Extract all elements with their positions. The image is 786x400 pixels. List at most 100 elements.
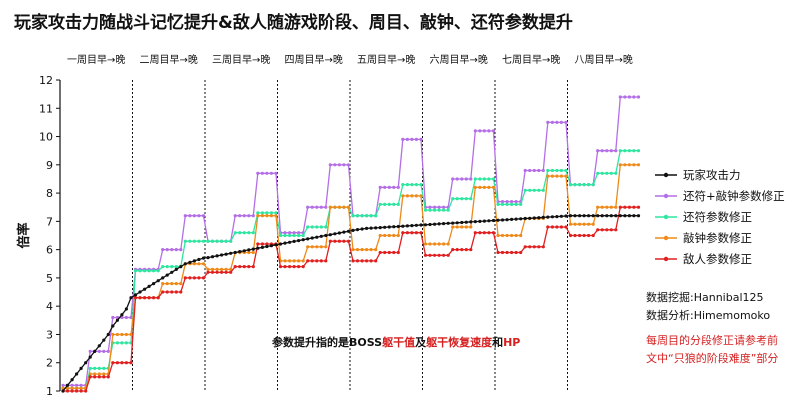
data-point-player xyxy=(573,214,577,218)
data-point-charm xyxy=(546,168,550,173)
data-point-enemy xyxy=(582,233,586,238)
data-point-charm xyxy=(192,239,196,243)
legend-label-player: 玩家攻击力 xyxy=(683,167,741,182)
data-point-bell xyxy=(120,332,124,337)
data-point-bell xyxy=(478,185,482,189)
data-point-charm-bell xyxy=(197,214,201,218)
data-point-player xyxy=(469,220,473,224)
data-point-enemy xyxy=(315,259,319,263)
data-point-charm-bell xyxy=(636,95,641,99)
data-point-player xyxy=(405,224,409,228)
data-point-charm-bell xyxy=(242,214,246,218)
data-point-charm-bell xyxy=(455,177,459,181)
data-point-player xyxy=(464,220,468,224)
data-point-charm xyxy=(260,211,264,215)
data-point-charm xyxy=(288,233,292,238)
data-point-bell xyxy=(328,205,332,209)
data-point-bell xyxy=(564,174,568,178)
data-point-player xyxy=(591,214,595,218)
data-point-player xyxy=(369,226,373,230)
data-point-charm xyxy=(324,225,328,229)
annotation-note: 参数提升指的是BOSS躯干值及躯干恢复速度和HP xyxy=(272,334,520,350)
legend-marker-bell xyxy=(655,235,677,240)
data-point-enemy xyxy=(220,270,224,274)
legend-marker-player xyxy=(655,172,677,177)
data-point-player xyxy=(392,225,396,229)
data-point-player xyxy=(97,344,101,348)
data-point-bell xyxy=(446,242,450,246)
data-point-charm xyxy=(138,269,142,273)
data-point-enemy xyxy=(578,233,582,238)
data-point-player xyxy=(491,218,496,223)
data-point-bell xyxy=(324,245,328,249)
data-point-enemy xyxy=(564,225,568,229)
data-point-enemy xyxy=(360,259,364,263)
data-point-enemy xyxy=(256,242,260,246)
data-point-charm xyxy=(206,239,210,243)
data-point-charm-bell xyxy=(238,214,242,218)
remark-note: 每周目的分段修正请参考前文中“只狼的阶段难度”部分 xyxy=(646,334,779,365)
data-point-enemy xyxy=(455,248,459,252)
data-point-charm xyxy=(405,183,409,187)
cycle-label: 四周目早→晚 xyxy=(285,54,343,66)
y-tick-label: 1 xyxy=(46,385,53,398)
data-point-enemy xyxy=(297,265,301,269)
data-point-bell xyxy=(161,282,165,286)
data-point-bell xyxy=(396,233,400,238)
data-point-bell xyxy=(500,233,505,238)
data-point-player xyxy=(351,228,355,232)
data-point-charm xyxy=(174,265,178,269)
data-point-player xyxy=(333,232,337,236)
data-point-player xyxy=(174,267,178,271)
data-point-charm xyxy=(124,341,128,345)
data-point-charm-bell xyxy=(192,214,196,218)
data-point-player xyxy=(224,252,228,256)
data-point-bell xyxy=(220,267,224,271)
data-point-charm xyxy=(401,183,405,187)
data-point-bell xyxy=(519,233,523,238)
data-point-enemy xyxy=(505,250,509,255)
data-point-bell xyxy=(288,259,292,263)
data-point-player xyxy=(197,257,201,262)
data-point-enemy xyxy=(600,228,604,232)
data-point-enemy xyxy=(487,231,491,235)
data-point-charm xyxy=(319,225,323,229)
data-point-charm-bell xyxy=(433,205,437,209)
data-point-charm-bell xyxy=(505,200,509,204)
data-point-enemy xyxy=(618,205,622,209)
data-point-charm xyxy=(210,239,215,243)
data-point-charm xyxy=(297,233,301,238)
note-highlight-poise: 躯干值 xyxy=(382,336,416,349)
data-point-charm-bell xyxy=(265,171,269,175)
data-point-charm xyxy=(93,366,97,370)
data-point-player xyxy=(568,214,573,218)
data-point-charm-bell xyxy=(414,137,418,141)
data-point-charm-bell xyxy=(541,168,545,173)
cycle-label: 八周目早→晚 xyxy=(575,54,633,66)
data-point-charm-bell xyxy=(392,185,396,189)
data-point-charm xyxy=(374,214,378,218)
data-point-player xyxy=(614,214,618,218)
data-point-charm-bell xyxy=(129,315,133,320)
data-point-charm-bell xyxy=(487,129,491,133)
data-point-enemy xyxy=(152,296,156,300)
data-point-charm-bell xyxy=(383,185,387,189)
data-point-charm xyxy=(627,149,632,153)
data-point-enemy xyxy=(328,239,332,243)
data-point-charm xyxy=(355,214,360,218)
data-point-bell xyxy=(360,248,364,252)
data-point-enemy xyxy=(587,233,591,238)
data-point-charm xyxy=(387,202,391,206)
data-point-player xyxy=(278,242,283,246)
legend-label-charm: 还符参数修正 xyxy=(683,209,752,224)
data-point-enemy xyxy=(383,250,387,255)
data-point-player xyxy=(233,250,237,255)
data-point-charm xyxy=(165,265,169,269)
data-point-charm-bell xyxy=(528,168,532,173)
data-point-bell xyxy=(609,205,613,209)
y-axis-label: 倍率 xyxy=(16,222,32,248)
data-point-charm-bell xyxy=(614,149,618,153)
legend-label-bell: 敲钟参数修正 xyxy=(683,230,752,245)
data-point-player xyxy=(632,214,636,218)
note-highlight-poise-recovery: 躯干恢复速度 xyxy=(426,336,493,349)
